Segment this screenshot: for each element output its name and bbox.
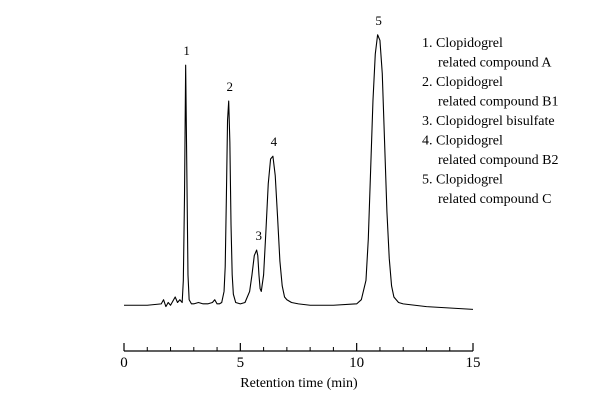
- peak-labels: 1 2 3 4 5: [183, 13, 381, 243]
- legend-line: related compound B1: [438, 95, 559, 110]
- peak-label-4: 4: [271, 134, 278, 149]
- legend-line: related compound B2: [438, 153, 559, 168]
- peak-label-5: 5: [375, 13, 382, 28]
- x-tick-label: 10: [349, 355, 364, 371]
- x-tick-label: 5: [237, 355, 245, 371]
- x-tick-label: 15: [466, 355, 481, 371]
- legend-line: 5. Clopidogrel: [422, 173, 503, 188]
- peak-label-1: 1: [183, 43, 190, 58]
- chromatogram-trace: [124, 34, 474, 310]
- legend-line: 1. Clopidogrel: [422, 36, 503, 51]
- legend: 1. Clopidogrel related compound A 2. Clopi…: [422, 36, 559, 207]
- trace-layer: [124, 34, 474, 310]
- x-tick-label: 0: [120, 355, 128, 371]
- legend-line: 4. Clopidogrel: [422, 134, 503, 149]
- legend-line: 2. Clopidogrel: [422, 75, 503, 90]
- legend-line: 3. Clopidogrel bisulfate: [422, 114, 555, 129]
- legend-line: related compound C: [438, 192, 552, 207]
- x-axis-label: Retention time (min): [240, 376, 358, 391]
- peak-label-2: 2: [226, 79, 233, 94]
- x-axis: 0 5 10 15: [120, 343, 481, 371]
- legend-line: related compound A: [438, 56, 552, 71]
- peak-label-3: 3: [256, 228, 263, 243]
